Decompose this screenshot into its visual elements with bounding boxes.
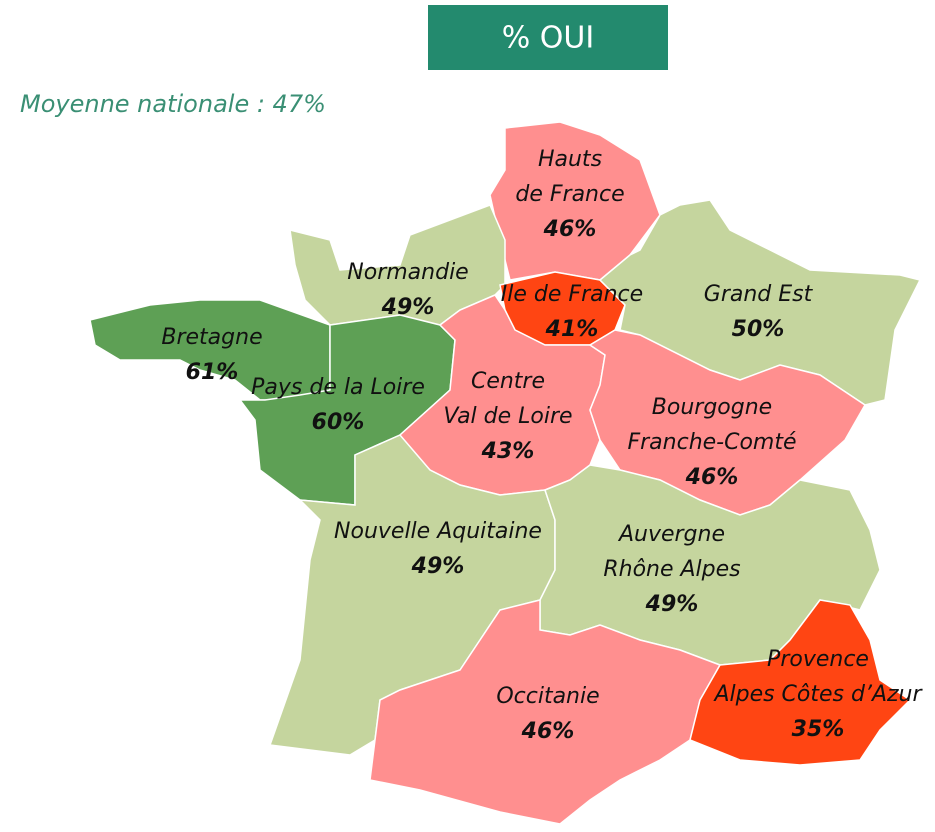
region-name: Val de Loire [443, 404, 572, 429]
region-value: 46% [685, 465, 739, 490]
region-name: de France [515, 182, 624, 207]
region-name: Centre [471, 369, 545, 394]
region-name: Bourgogne [652, 395, 772, 420]
labels: Hauts de France 46% Normandie 49% Bretagne 61%… [161, 147, 923, 744]
title: % OUI [502, 21, 594, 56]
region [369, 599, 722, 825]
region-name: Rhône Alpes [603, 557, 740, 582]
region [689, 599, 912, 766]
region-name: Occitanie [496, 684, 599, 709]
region-name: Ile de France [501, 282, 643, 307]
region [598, 199, 922, 406]
region-name: Normandie [347, 260, 468, 285]
region-name: Bretagne [161, 325, 262, 350]
region-name: Auvergne [617, 522, 725, 547]
regions [89, 121, 922, 825]
region-value: 50% [732, 317, 785, 342]
region-value: 49% [381, 295, 435, 320]
region-value: 35% [792, 717, 845, 742]
region-name: Hauts [538, 147, 602, 172]
region [289, 204, 506, 326]
region-name: Grand Est [704, 282, 814, 307]
region-value: 49% [411, 554, 465, 579]
region-value: 41% [545, 317, 599, 342]
region-name: Pays de la Loire [251, 375, 425, 400]
region-value: 43% [481, 439, 535, 464]
region-value: 46% [521, 719, 575, 744]
region-name: Provence [767, 647, 869, 672]
region-name: Alpes Côtes d’Azur [712, 682, 923, 707]
subtitle: Moyenne nationale : 47% [20, 90, 326, 118]
region-value: 46% [543, 217, 597, 242]
region-value: 49% [645, 592, 699, 617]
region-name: Nouvelle Aquitaine [334, 519, 542, 544]
region-name: Franche-Comté [627, 430, 796, 455]
title-box [428, 5, 668, 70]
region-value: 61% [186, 360, 239, 385]
region-value: 60% [312, 410, 365, 435]
